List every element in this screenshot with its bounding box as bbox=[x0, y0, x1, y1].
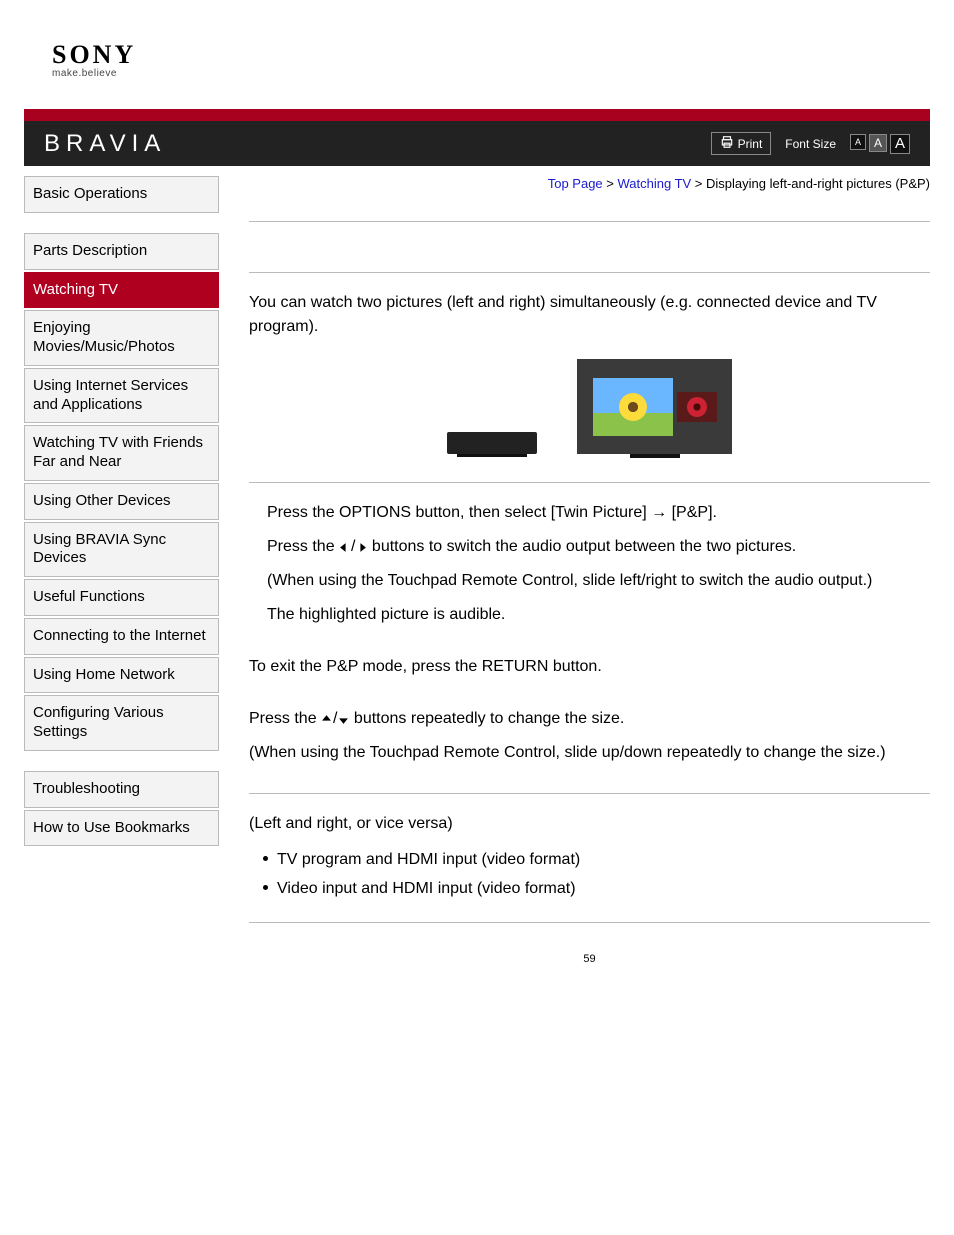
list-item: TV program and HDMI input (video format) bbox=[263, 846, 930, 875]
intro-text: You can watch two pictures (left and rig… bbox=[249, 291, 930, 339]
font-size-label: Font Size bbox=[785, 137, 836, 151]
size-step-2: (When using the Touchpad Remote Control,… bbox=[249, 741, 930, 765]
sidebar-item[interactable]: Troubleshooting bbox=[24, 771, 219, 808]
logo-text: SONY bbox=[52, 40, 930, 70]
print-icon bbox=[720, 135, 734, 152]
font-size-large[interactable]: A bbox=[890, 134, 910, 154]
sidebar-item[interactable]: Useful Functions bbox=[24, 579, 219, 616]
header-bar: BRAVIA Print Font Size A A A bbox=[24, 121, 930, 166]
player-icon bbox=[447, 432, 537, 454]
sidebar-item[interactable]: Watching TV with Friends Far and Near bbox=[24, 425, 219, 481]
sidebar-item[interactable]: Connecting to the Internet bbox=[24, 618, 219, 655]
sidebar-item[interactable]: Enjoying Movies/Music/Photos bbox=[24, 310, 219, 366]
combo-caption: (Left and right, or vice versa) bbox=[249, 812, 930, 836]
illustration bbox=[249, 359, 930, 454]
size-step-1: Press the / buttons repeatedly to change… bbox=[249, 707, 930, 731]
header-toolbar: Print Font Size A A A bbox=[711, 132, 910, 155]
main-content: Top Page > Watching TV > Displaying left… bbox=[249, 176, 930, 965]
step-4: The highlighted picture is audible. bbox=[267, 603, 930, 627]
divider bbox=[249, 922, 930, 923]
sidebar-item[interactable]: How to Use Bookmarks bbox=[24, 810, 219, 847]
sidebar-item[interactable]: Using BRAVIA Sync Devices bbox=[24, 522, 219, 578]
print-button[interactable]: Print bbox=[711, 132, 772, 155]
font-size-controls: A A A bbox=[850, 134, 910, 154]
step-2: Press the / buttons to switch the audio … bbox=[267, 535, 930, 559]
breadcrumb-current: Displaying left-and-right pictures (P&P) bbox=[706, 176, 930, 191]
sidebar-item[interactable]: Configuring Various Settings bbox=[24, 695, 219, 751]
font-size-small[interactable]: A bbox=[850, 134, 866, 150]
left-right-arrows-icon: / bbox=[339, 535, 367, 559]
list-item: Video input and HDMI input (video format… bbox=[263, 875, 930, 904]
sidebar-item[interactable]: Watching TV bbox=[24, 272, 219, 309]
step-1: Press the OPTIONS button, then select [T… bbox=[267, 501, 930, 525]
print-label: Print bbox=[738, 137, 763, 151]
sidebar-item[interactable]: Using Internet Services and Applications bbox=[24, 368, 219, 424]
sidebar-item[interactable]: Basic Operations bbox=[24, 176, 219, 213]
sidebar-item[interactable]: Using Home Network bbox=[24, 657, 219, 694]
accent-bar bbox=[24, 109, 930, 121]
sidebar-item[interactable]: Using Other Devices bbox=[24, 483, 219, 520]
combo-list: TV program and HDMI input (video format)… bbox=[249, 846, 930, 904]
exit-text: To exit the P&P mode, press the RETURN b… bbox=[249, 655, 930, 679]
breadcrumb-category[interactable]: Watching TV bbox=[617, 176, 691, 191]
page-number: 59 bbox=[249, 953, 930, 965]
step-3: (When using the Touchpad Remote Control,… bbox=[267, 569, 930, 593]
logo-tagline: make.believe bbox=[52, 68, 930, 79]
product-name: BRAVIA bbox=[44, 130, 166, 158]
tv-icon bbox=[577, 359, 732, 454]
up-down-arrows-icon: / bbox=[321, 707, 349, 731]
sidebar-nav: Basic OperationsParts DescriptionWatchin… bbox=[24, 176, 219, 965]
breadcrumb: Top Page > Watching TV > Displaying left… bbox=[249, 176, 930, 191]
breadcrumb-top[interactable]: Top Page bbox=[548, 176, 603, 191]
font-size-medium[interactable]: A bbox=[869, 134, 887, 152]
sidebar-item[interactable]: Parts Description bbox=[24, 233, 219, 270]
brand-logo: SONY make.believe bbox=[52, 40, 930, 79]
